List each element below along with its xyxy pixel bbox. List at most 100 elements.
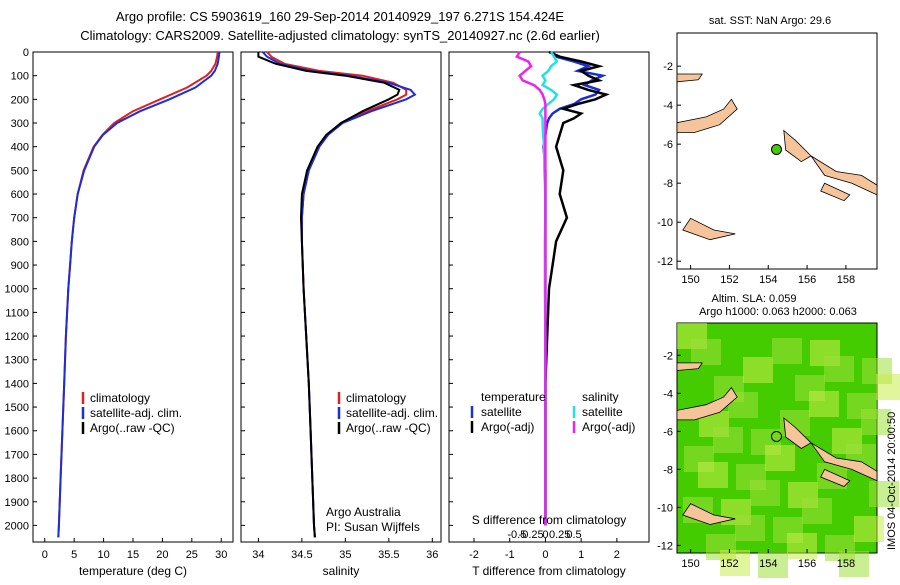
land-polygon	[682, 217, 736, 241]
legend-header-temperature: temperature	[481, 390, 546, 404]
depth-tick-label: 1900	[5, 497, 29, 509]
x-tick-label: 36	[426, 549, 438, 561]
depth-tick-label: 2000	[5, 520, 29, 532]
x-tick-label: -2	[469, 549, 479, 561]
depth-tick-label: 1100	[5, 307, 29, 319]
temperature-plot: 0 5 10 15 20 25 30	[42, 51, 227, 561]
depth-tick-label: 400	[11, 142, 29, 154]
land-polygon	[676, 73, 703, 83]
lat-tick-label: -12	[657, 540, 673, 552]
depth-tick-label: 0	[23, 47, 29, 59]
s-tick-label: 0.5	[566, 529, 581, 541]
land-polygon	[682, 503, 736, 525]
x-tick-label: 35.5	[378, 549, 399, 561]
sla-map-title-1: Altim. SLA: 0.059	[712, 293, 797, 305]
depth-tick-label: 1400	[5, 378, 29, 390]
t-satellite-diff-line	[542, 51, 607, 526]
sla-map-title-2: Argo h1000: 0.063 h2000: 0.063	[699, 306, 857, 318]
lon-tick-label: 152	[720, 274, 738, 286]
argo-line	[257, 52, 401, 538]
sla-patch	[802, 498, 832, 524]
depth-tick-label: 700	[11, 213, 29, 225]
salinity-panel-frame	[240, 51, 442, 543]
float-position-marker	[770, 143, 782, 155]
sla-patch	[765, 445, 795, 471]
salinity-xlabel: salinity	[323, 564, 360, 578]
temperature-panel-frame	[32, 51, 234, 543]
lat-tick-label: -2	[663, 61, 673, 73]
legend-header-salinity: salinity	[582, 390, 619, 404]
x-tick-label: 10	[97, 549, 109, 561]
sla-patch	[713, 427, 743, 453]
header-line-2: Climatology: CARS2009. Satellite-adjuste…	[80, 28, 600, 43]
sla-patch	[750, 480, 780, 506]
legend-label-t-satellite: satellite	[481, 405, 522, 419]
sst-map: 150 152 154 156 158 -2 -4 -6 -8 -10 -12	[657, 32, 878, 286]
land-polygon	[676, 98, 738, 133]
lon-tick-label: 150	[681, 274, 699, 286]
sla-patch	[787, 533, 817, 559]
sla-patch	[735, 515, 765, 541]
depth-tick-label: 100	[11, 71, 29, 83]
lat-tick-label: -6	[663, 426, 673, 438]
argo-australia-label: Argo Australia	[326, 505, 401, 519]
lat-tick-label: -4	[663, 388, 673, 400]
lat-tick-label: -10	[657, 502, 673, 514]
sla-map: 150 152 154 156 158 -2 -4 -6 -8 -10 -12	[657, 322, 900, 578]
land-polygon	[810, 155, 878, 196]
lon-tick-label: 158	[837, 558, 855, 570]
salinity-plot: 34 34.5 35 35.5 36	[252, 51, 438, 561]
sla-patch	[809, 391, 839, 417]
depth-tick-label: 1200	[5, 331, 29, 343]
sla-patch	[691, 339, 721, 365]
x-tick-label: 35	[339, 549, 351, 561]
s-tick-label: -0.25	[519, 529, 544, 541]
lon-tick-label: 150	[681, 558, 699, 570]
climatology-line	[266, 51, 408, 538]
lon-tick-label: 156	[798, 274, 816, 286]
x-tick-label: 1	[578, 549, 584, 561]
t-difference-xlabel: T difference from climatology	[472, 564, 626, 578]
land-polygon	[820, 468, 851, 487]
s-difference-label: S difference from climatology	[472, 513, 627, 527]
depth-tick-label: 500	[11, 165, 29, 177]
climatology-line	[57, 51, 219, 538]
sla-patch	[869, 481, 899, 507]
depth-tick-label: 1800	[5, 473, 29, 485]
salinity-legend: climatology satellite-adj. clim. Argo(..…	[337, 391, 438, 435]
lon-tick-label: 152	[720, 558, 738, 570]
s-tick-label: -0.5	[507, 529, 526, 541]
legend-label-climatology: climatology	[90, 391, 150, 405]
land-polygon	[810, 442, 878, 482]
float-position-marker	[770, 430, 782, 442]
x-tick-label: 0	[542, 549, 548, 561]
depth-tick-label: 1500	[5, 402, 29, 414]
lon-tick-label: 156	[798, 558, 816, 570]
x-tick-label: 2	[614, 549, 620, 561]
land-polygon	[820, 182, 851, 202]
legend-label-climatology: climatology	[346, 391, 406, 405]
lon-tick-label: 154	[759, 558, 777, 570]
lat-tick-label: -4	[663, 100, 673, 112]
legend-label-argo: Argo(..raw -QC)	[90, 421, 175, 435]
x-tick-label: 0	[42, 549, 48, 561]
pi-label: PI: Susan Wijffels	[326, 520, 420, 534]
satellite-clim-line	[57, 51, 221, 538]
legend-label-s-satellite: satellite	[582, 405, 623, 419]
x-tick-label: -1	[505, 549, 515, 561]
sla-patch	[824, 356, 854, 382]
sla-patch	[854, 516, 884, 542]
x-tick-label: 30	[215, 549, 227, 561]
sst-map-title: sat. SST: NaN Argo: 29.6	[709, 15, 831, 27]
legend-label-t-argo: Argo(-adj)	[481, 420, 534, 434]
s-tick-label: 0	[542, 529, 548, 541]
temperature-xlabel: temperature (deg C)	[79, 564, 187, 578]
sla-patch	[772, 338, 802, 364]
land-polygon	[676, 386, 738, 421]
legend-label-satellite: satellite-adj. clim.	[346, 406, 438, 420]
lat-tick-label: -8	[663, 464, 673, 476]
sla-patch	[698, 462, 728, 488]
s-tick-label: 0.25	[549, 529, 570, 541]
